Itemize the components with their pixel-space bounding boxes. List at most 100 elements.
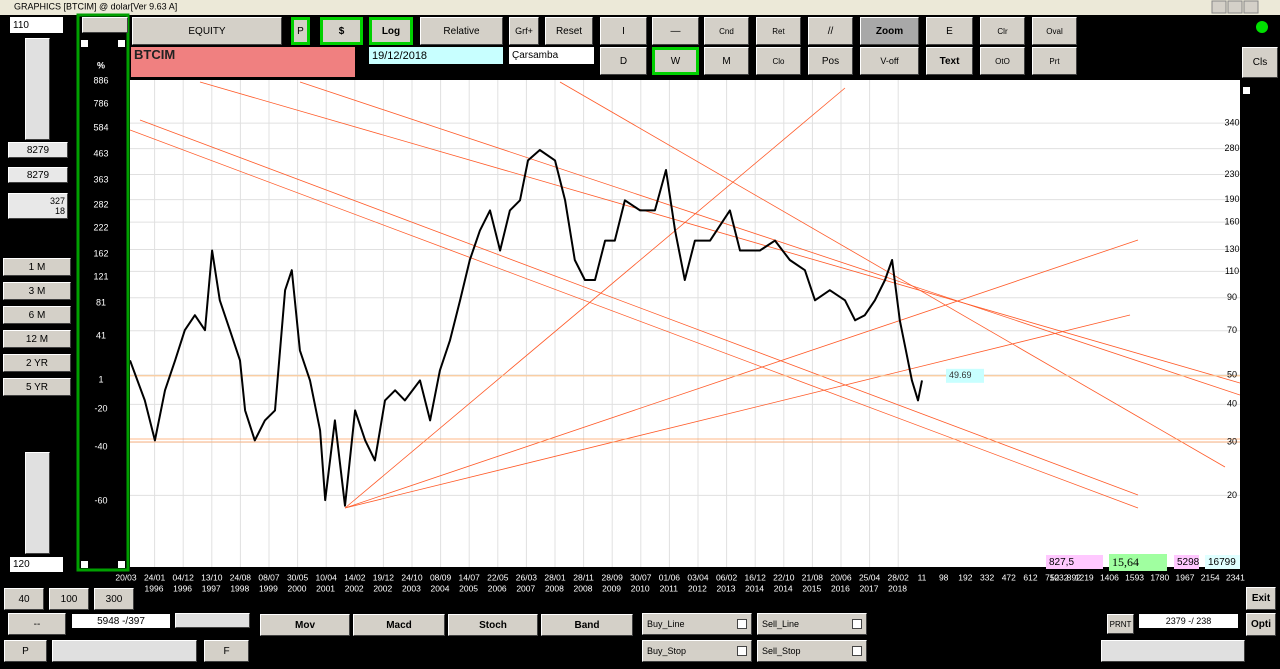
toolbar-button[interactable]: OtO xyxy=(980,47,1025,75)
x-year-label: 1997 xyxy=(202,583,221,593)
x-tick-label: 28/01 xyxy=(544,572,566,582)
scrollbar[interactable] xyxy=(25,452,50,554)
zoom-button[interactable]: 300 xyxy=(94,588,134,610)
x-number-label: 11 xyxy=(918,572,927,582)
status-dot xyxy=(1256,21,1268,33)
price-label: 49.69 xyxy=(949,370,972,380)
x-year-label: 2012 xyxy=(688,583,707,593)
period-button[interactable]: 6 M xyxy=(3,306,71,324)
toolbar-button[interactable]: // xyxy=(808,17,853,45)
toolbar-button[interactable]: E xyxy=(926,17,973,45)
date: 19/12/2018 xyxy=(369,47,503,64)
period-button[interactable]: 2 YR xyxy=(3,354,71,372)
toolbar-button[interactable]: EQUITY xyxy=(132,17,282,45)
status-box: 16799 xyxy=(1205,555,1240,569)
opti-button[interactable]: Opti xyxy=(1246,613,1276,636)
period-button[interactable]: 3 M xyxy=(3,282,71,300)
checkbox[interactable]: Buy_Stop xyxy=(642,640,752,662)
range: 5948 -/397 xyxy=(72,614,170,628)
scrollbar[interactable] xyxy=(52,640,197,662)
y-tick-label: 230 xyxy=(1224,169,1239,179)
x-tick-label: 16/12 xyxy=(745,572,767,582)
x-tick-label: 20/06 xyxy=(830,572,852,582)
toolbar-button[interactable]: P xyxy=(291,17,310,45)
checkbox[interactable]: Sell_Stop xyxy=(757,640,867,662)
toolbar-button[interactable]: Grf+ xyxy=(509,17,539,45)
period-button[interactable]: 5 YR xyxy=(3,378,71,396)
maximize[interactable] xyxy=(1227,0,1243,14)
indicator-button[interactable]: Band xyxy=(541,614,633,636)
value-box: 8279 xyxy=(8,167,68,183)
toolbar-button[interactable]: Pos xyxy=(808,47,853,75)
checkbox[interactable]: Buy_Line xyxy=(642,613,752,635)
indicator-button[interactable]: Macd xyxy=(353,614,445,636)
toolbar-button[interactable]: V-off xyxy=(860,47,919,75)
y-tick-label: 340 xyxy=(1224,117,1239,127)
checkbox[interactable]: Sell_Line xyxy=(757,613,867,635)
status-box: 5298 xyxy=(1174,555,1199,569)
close[interactable] xyxy=(1243,0,1259,14)
x-tick-label: 26/03 xyxy=(516,572,538,582)
x-tick-label: 13/10 xyxy=(201,572,223,582)
close-button[interactable]: Cls xyxy=(1242,47,1278,78)
x-tick-label: 08/09 xyxy=(430,572,452,582)
toolbar-button[interactable]: $ xyxy=(320,17,363,45)
left-axis-label: 121 xyxy=(93,271,108,281)
toolbar-button[interactable]: M xyxy=(704,47,749,75)
exit-button[interactable]: Exit xyxy=(1246,587,1276,610)
scrollbar[interactable] xyxy=(25,38,50,140)
toolbar-button[interactable]: Cnd xyxy=(704,17,749,45)
scroll-arrows[interactable] xyxy=(82,17,128,33)
dash-button[interactable]: -- xyxy=(8,613,66,635)
minimize[interactable] xyxy=(1211,0,1227,14)
next-button[interactable]: F xyxy=(204,640,249,662)
toolbar-button[interactable]: Text xyxy=(926,47,973,75)
toolbar-button[interactable]: Clr xyxy=(980,17,1025,45)
status-box: 827,5 xyxy=(1046,555,1103,569)
indicator-button[interactable]: Stoch xyxy=(448,614,538,636)
x-tick-label: 01/06 xyxy=(659,572,681,582)
zoom-button[interactable]: 40 xyxy=(4,588,44,610)
toolbar-button[interactable]: I xyxy=(600,17,647,45)
plot-area xyxy=(130,80,1240,567)
toolbar-button[interactable]: Log xyxy=(369,17,413,45)
period-button[interactable]: 1 M xyxy=(3,258,71,276)
toolbar-button[interactable]: Zoom xyxy=(860,17,919,45)
left-axis-label: 282 xyxy=(93,199,108,209)
zoom-button[interactable]: 100 xyxy=(49,588,89,610)
left-axis-label: 363 xyxy=(93,174,108,184)
x-tick-label: 24/10 xyxy=(401,572,423,582)
slider[interactable] xyxy=(175,613,250,628)
square xyxy=(118,561,125,568)
y-tick-label: 160 xyxy=(1224,217,1239,227)
indicator-button[interactable]: Mov xyxy=(260,614,350,636)
toolbar-button[interactable]: — xyxy=(652,17,699,45)
y-tick-label: 110 xyxy=(1225,266,1239,276)
toolbar-button[interactable]: D xyxy=(600,47,647,75)
prev-button[interactable]: P xyxy=(4,640,47,662)
x-number-label: 612 xyxy=(1023,572,1037,582)
symbol: BTCIM xyxy=(131,47,355,77)
x-year-label: 2006 xyxy=(488,583,507,593)
toolbar-button[interactable]: W xyxy=(652,47,699,75)
toolbar-button[interactable]: Relative xyxy=(420,17,503,45)
top-value[interactable]: 110 xyxy=(10,17,63,33)
x-year-label: 2000 xyxy=(288,583,307,593)
toolbar-button[interactable]: Prt xyxy=(1032,47,1077,75)
x-tick-label: 30/05 xyxy=(287,572,309,582)
x-tick-label: 25/04 xyxy=(859,572,881,582)
left-axis-label: 222 xyxy=(93,222,108,232)
y-tick-label: 280 xyxy=(1224,143,1239,153)
left-axis-label: 886 xyxy=(93,75,108,85)
title-bar xyxy=(0,0,1280,15)
toolbar-button[interactable]: Reset xyxy=(545,17,593,45)
bottom-value[interactable]: 120 xyxy=(10,557,63,572)
toolbar-button[interactable]: Clo xyxy=(756,47,801,75)
toolbar-button[interactable]: Ret xyxy=(756,17,801,45)
scrollbar[interactable] xyxy=(1101,640,1245,662)
print-button[interactable]: PRNT xyxy=(1107,614,1134,634)
toolbar-button[interactable]: Oval xyxy=(1032,17,1077,45)
period-button[interactable]: 12 M xyxy=(3,330,71,348)
weekday: Çarsamba xyxy=(509,47,594,64)
